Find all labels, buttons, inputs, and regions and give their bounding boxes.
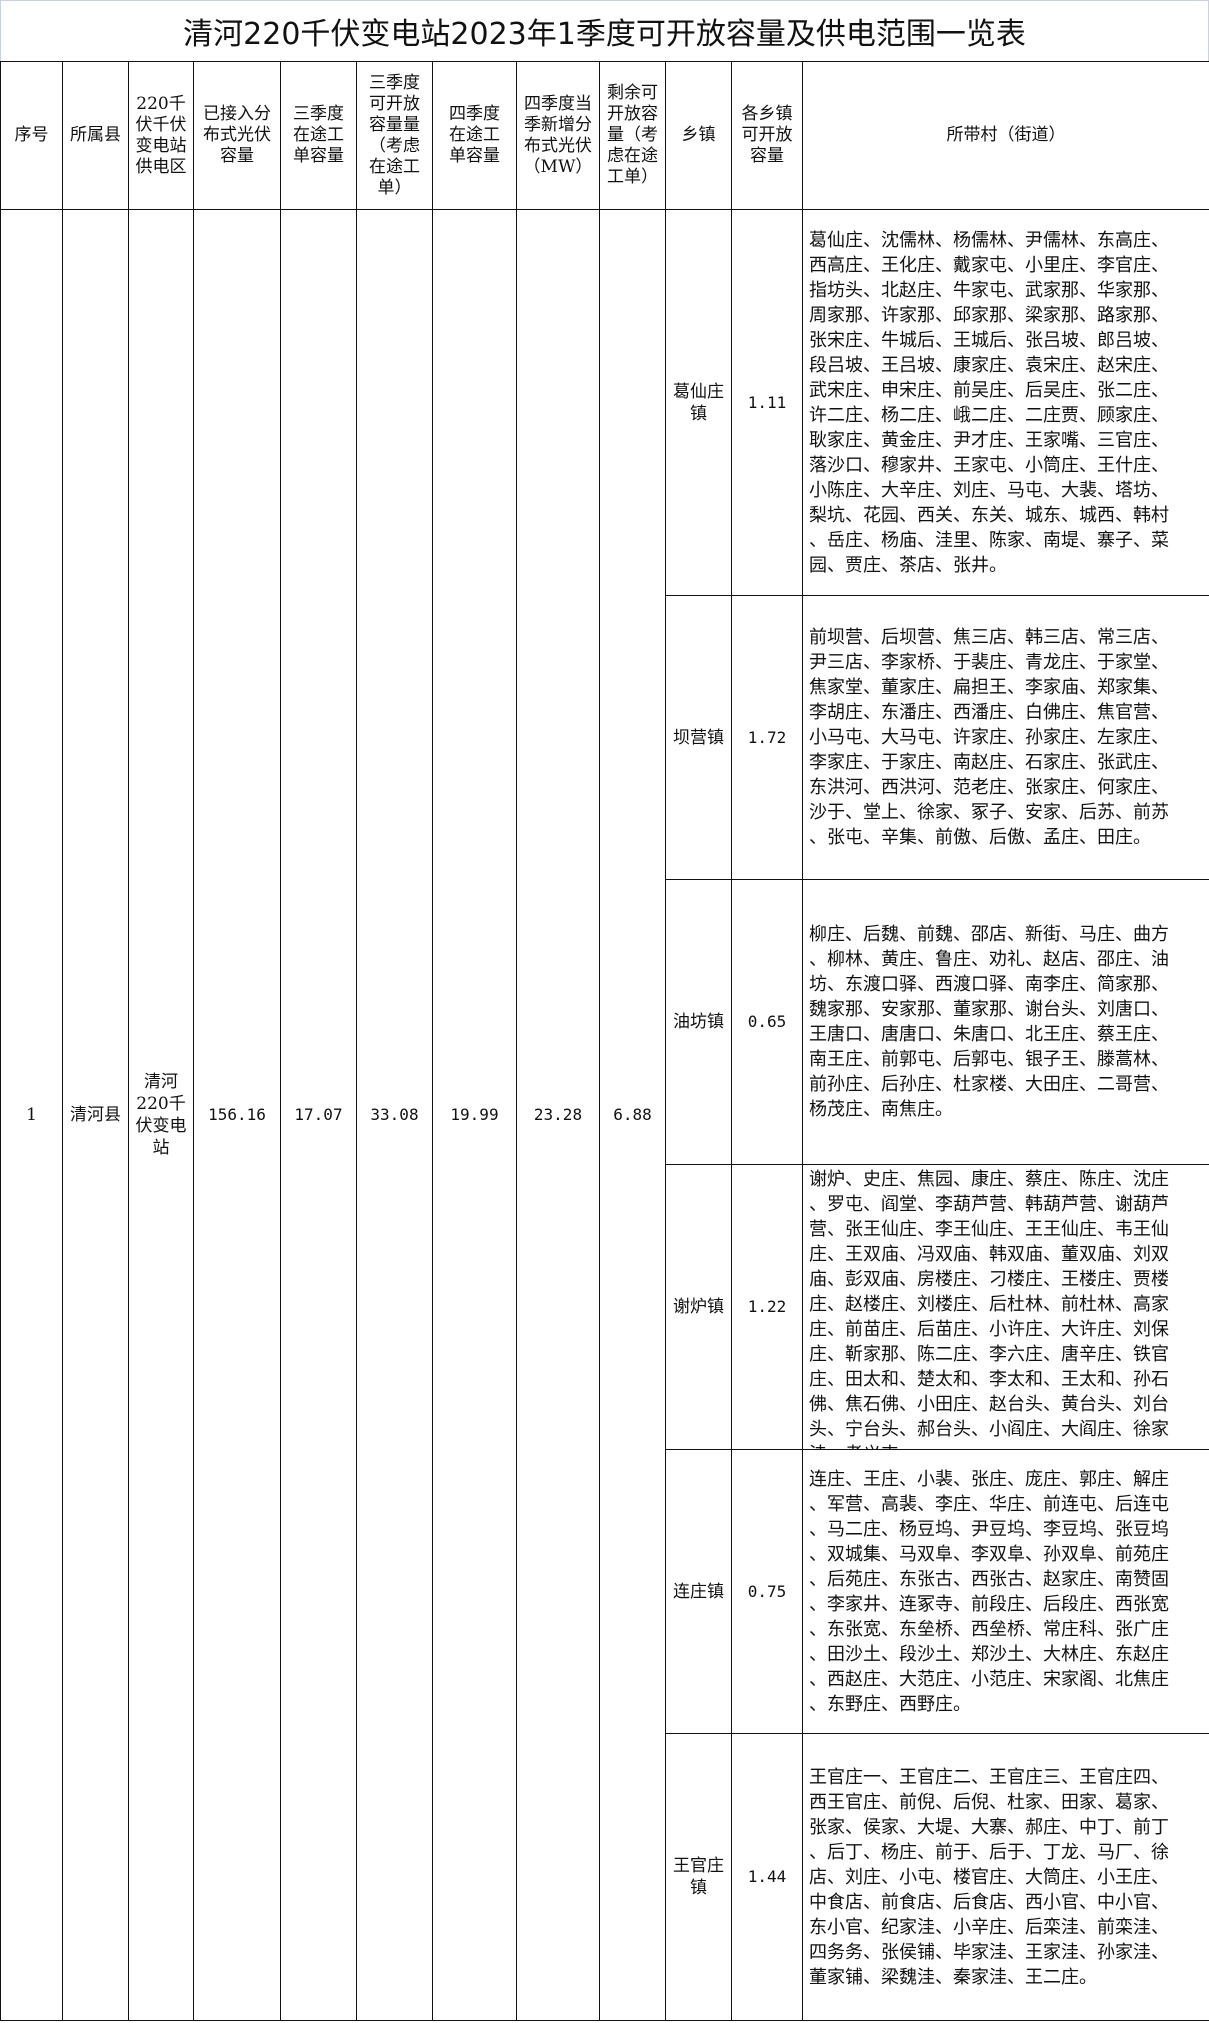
header-county: 所属县 — [62, 61, 129, 210]
cell-town: 油坊镇 — [665, 879, 732, 1165]
cell-villages: 葛仙庄、沈儒林、杨儒林、尹儒林、东高庄、西高庄、王化庄、戴家屯、小里庄、李官庄、… — [802, 209, 1209, 596]
header-remaining: 剩余可 开放容 量（考 虑在途 工单） — [599, 61, 666, 210]
header-index: 序号 — [0, 61, 63, 210]
cell-villages: 王官庄一、王官庄二、王官庄三、王官庄四、西王官庄、前倪、后倪、杜家、田家、葛家、… — [802, 1733, 1209, 2021]
table-row: 王官庄 镇 1.44 王官庄一、王官庄二、王官庄三、王官庄四、西王官庄、前倪、后… — [1, 1733, 1209, 2021]
village-list: 连庄、王庄、小裴、张庄、庞庄、郭庄、解庄、军营、高裴、李庄、华庄、前连屯、后连屯… — [809, 1468, 1169, 1715]
cell-town: 连庄镇 — [665, 1449, 732, 1734]
cell-villages: 柳庄、后魏、前魏、邵店、新街、马庄、曲方、柳林、黄庄、鲁庄、劝礼、赵店、邵庄、油… — [802, 879, 1209, 1165]
cell-substation: 清河 220千 伏变电 站 — [128, 209, 194, 2021]
header-connected-pv: 已接入分 布式光伏 容量 — [193, 61, 281, 210]
cell-q3-pending: 17.07 — [280, 209, 357, 2021]
village-list: 柳庄、后魏、前魏、邵店、新街、马庄、曲方、柳林、黄庄、鲁庄、劝礼、赵店、邵庄、油… — [809, 924, 1169, 1120]
page-title: 清河220千伏变电站2023年1季度可开放容量及供电范围一览表 — [0, 0, 1209, 61]
cell-villages: 谢炉、史庄、焦园、康庄、蔡庄、陈庄、沈庄、罗屯、阎堂、李葫芦营、韩葫芦营、谢葫芦… — [802, 1164, 1209, 1450]
header-town-capacity: 各乡镇 可开放 容量 — [731, 61, 803, 210]
header-row: 序号 所属县 220千 伏千伏 变电站 供电区 已接入分 布式光伏 容量 三季度… — [0, 61, 1209, 210]
header-q4-pending: 四季度 在途工 单容量 — [432, 61, 517, 210]
table-row: 1 清河县 清河 220千 伏变电 站 156.16 17.07 33.08 1… — [0, 209, 1209, 2021]
header-q3-pending: 三季度 在途工 单容量 — [280, 61, 357, 210]
header-q4-new-pv: 四季度当 季新增分 布式光伏 （MW） — [516, 61, 600, 210]
cell-town: 葛仙庄 镇 — [665, 209, 732, 596]
cell-q4-new-pv: 23.28 — [516, 209, 600, 2021]
cell-town-capacity: 0.75 — [731, 1449, 803, 1734]
header-substation: 220千 伏千伏 变电站 供电区 — [128, 61, 194, 210]
cell-index: 1 — [0, 209, 63, 2021]
capacity-table: 序号 所属县 220千 伏千伏 变电站 供电区 已接入分 布式光伏 容量 三季度… — [0, 61, 1209, 2021]
cell-town: 王官庄 镇 — [665, 1733, 732, 2021]
village-list: 前坝营、后坝营、焦三店、韩三店、常三店、尹三店、李家桥、于裴庄、青龙庄、于家堂、… — [809, 627, 1169, 848]
cell-q3-open: 33.08 — [356, 209, 433, 2021]
cell-town-capacity: 1.44 — [731, 1733, 803, 2021]
cell-town-capacity: 1.72 — [731, 595, 803, 880]
village-list: 王官庄一、王官庄二、王官庄三、王官庄四、西王官庄、前倪、后倪、杜家、田家、葛家、… — [809, 1766, 1169, 1988]
table-row: 连庄镇 0.75 连庄、王庄、小裴、张庄、庞庄、郭庄、解庄、军营、高裴、李庄、华… — [1, 1449, 1209, 1734]
header-town: 乡镇 — [665, 61, 732, 210]
cell-remaining: 6.88 — [599, 209, 666, 2021]
cell-town: 谢炉镇 — [665, 1164, 732, 1450]
header-q3-open: 三季度 可开放 容量量 （考虑 在途工 单） — [356, 61, 433, 210]
cell-town: 坝营镇 — [665, 595, 732, 880]
cell-town-capacity: 1.22 — [731, 1164, 803, 1450]
cell-town-capacity: 0.65 — [731, 879, 803, 1165]
table-row: 谢炉镇 1.22 谢炉、史庄、焦园、康庄、蔡庄、陈庄、沈庄、罗屯、阎堂、李葫芦营… — [1, 1164, 1209, 1450]
cell-connected-pv: 156.16 — [193, 209, 281, 2021]
cell-town-capacity: 1.11 — [731, 209, 803, 596]
cell-county: 清河县 — [62, 209, 129, 2021]
cell-q4-pending: 19.99 — [432, 209, 517, 2021]
header-villages: 所带村（街道） — [802, 61, 1209, 210]
cell-villages: 前坝营、后坝营、焦三店、韩三店、常三店、尹三店、李家桥、于裴庄、青龙庄、于家堂、… — [802, 595, 1209, 880]
village-list: 葛仙庄、沈儒林、杨儒林、尹儒林、东高庄、西高庄、王化庄、戴家屯、小里庄、李官庄、… — [809, 229, 1169, 576]
village-list: 谢炉、史庄、焦园、康庄、蔡庄、陈庄、沈庄、罗屯、阎堂、李葫芦营、韩葫芦营、谢葫芦… — [809, 1169, 1169, 1449]
table-row: 油坊镇 0.65 柳庄、后魏、前魏、邵店、新街、马庄、曲方、柳林、黄庄、鲁庄、劝… — [1, 879, 1209, 1165]
cell-villages: 连庄、王庄、小裴、张庄、庞庄、郭庄、解庄、军营、高裴、李庄、华庄、前连屯、后连屯… — [802, 1449, 1209, 1734]
